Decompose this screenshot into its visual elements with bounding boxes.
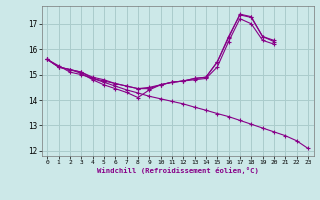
X-axis label: Windchill (Refroidissement éolien,°C): Windchill (Refroidissement éolien,°C) bbox=[97, 167, 259, 174]
